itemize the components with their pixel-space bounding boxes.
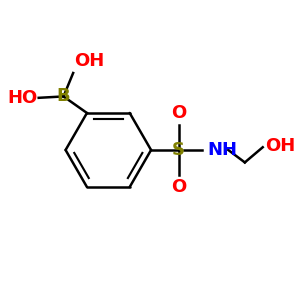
Text: B: B (57, 87, 70, 105)
Text: O: O (171, 178, 186, 196)
Text: OH: OH (74, 52, 105, 70)
Text: S: S (172, 141, 185, 159)
Text: NH: NH (208, 141, 238, 159)
Text: HO: HO (7, 89, 37, 107)
Text: O: O (171, 103, 186, 122)
Text: OH: OH (265, 137, 295, 155)
